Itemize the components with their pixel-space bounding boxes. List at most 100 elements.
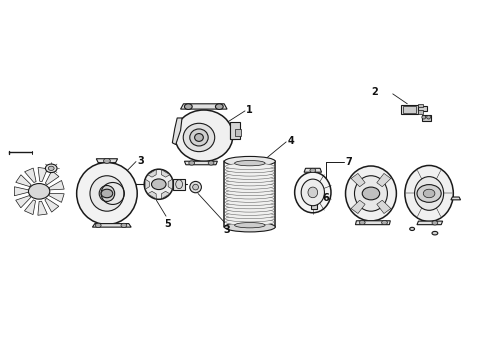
Ellipse shape: [345, 166, 396, 221]
Text: 1: 1: [246, 105, 253, 115]
Ellipse shape: [224, 157, 275, 166]
Ellipse shape: [422, 116, 426, 119]
Circle shape: [101, 189, 113, 198]
Polygon shape: [184, 161, 218, 165]
Polygon shape: [451, 197, 461, 200]
Text: 2: 2: [371, 87, 378, 98]
Polygon shape: [16, 195, 31, 208]
Circle shape: [46, 164, 57, 172]
Ellipse shape: [225, 196, 274, 202]
Circle shape: [310, 168, 316, 172]
Ellipse shape: [224, 222, 275, 232]
Ellipse shape: [427, 116, 431, 119]
Text: 3: 3: [137, 156, 144, 166]
Circle shape: [362, 187, 380, 200]
Ellipse shape: [99, 185, 115, 202]
Ellipse shape: [225, 183, 274, 189]
Bar: [311, 204, 317, 209]
Ellipse shape: [190, 129, 208, 146]
Ellipse shape: [354, 176, 388, 211]
Ellipse shape: [225, 209, 274, 215]
Ellipse shape: [183, 123, 215, 152]
Circle shape: [423, 189, 435, 198]
Ellipse shape: [225, 202, 274, 209]
Ellipse shape: [432, 231, 438, 235]
Ellipse shape: [225, 166, 274, 173]
Ellipse shape: [225, 216, 274, 222]
Polygon shape: [46, 171, 59, 185]
Circle shape: [96, 223, 101, 228]
Circle shape: [208, 161, 214, 165]
Polygon shape: [355, 221, 391, 225]
Ellipse shape: [193, 184, 198, 190]
Text: 4: 4: [287, 136, 294, 146]
Polygon shape: [24, 200, 36, 215]
Bar: [401, 104, 418, 114]
Ellipse shape: [405, 166, 453, 221]
Polygon shape: [24, 168, 36, 183]
Circle shape: [432, 221, 438, 225]
Ellipse shape: [225, 163, 274, 170]
Ellipse shape: [235, 161, 265, 166]
Ellipse shape: [225, 219, 274, 225]
Ellipse shape: [195, 134, 203, 141]
Ellipse shape: [175, 110, 233, 161]
Bar: [235, 129, 241, 136]
Ellipse shape: [225, 173, 274, 179]
Ellipse shape: [225, 176, 274, 183]
Circle shape: [103, 158, 110, 163]
Polygon shape: [38, 201, 47, 215]
Text: 6: 6: [322, 193, 329, 203]
Polygon shape: [172, 118, 182, 145]
Polygon shape: [145, 179, 149, 189]
Ellipse shape: [190, 181, 201, 193]
Ellipse shape: [225, 193, 274, 199]
Bar: [418, 110, 423, 114]
Ellipse shape: [235, 222, 265, 228]
Circle shape: [184, 104, 192, 109]
Bar: [173, 179, 185, 190]
Ellipse shape: [410, 227, 415, 230]
Text: 7: 7: [345, 157, 352, 167]
Polygon shape: [230, 123, 235, 139]
Circle shape: [121, 223, 127, 228]
Bar: [418, 104, 423, 107]
Polygon shape: [93, 224, 131, 227]
Circle shape: [28, 184, 50, 199]
Ellipse shape: [225, 189, 274, 196]
Ellipse shape: [415, 177, 443, 210]
Polygon shape: [168, 179, 172, 189]
Polygon shape: [351, 174, 365, 187]
Ellipse shape: [144, 169, 173, 199]
Polygon shape: [377, 174, 391, 187]
Ellipse shape: [225, 206, 274, 212]
Polygon shape: [14, 187, 28, 196]
Ellipse shape: [225, 199, 274, 206]
Circle shape: [417, 185, 441, 202]
Ellipse shape: [225, 180, 274, 186]
Polygon shape: [96, 159, 118, 163]
Polygon shape: [45, 198, 59, 212]
Polygon shape: [161, 170, 170, 177]
Polygon shape: [377, 200, 391, 213]
Circle shape: [49, 166, 54, 170]
Circle shape: [189, 161, 195, 165]
Polygon shape: [38, 167, 48, 181]
Ellipse shape: [225, 212, 274, 219]
Ellipse shape: [176, 180, 182, 189]
Polygon shape: [422, 115, 431, 121]
Polygon shape: [417, 221, 442, 225]
Polygon shape: [49, 193, 64, 202]
Polygon shape: [161, 192, 170, 199]
Polygon shape: [49, 180, 64, 190]
Polygon shape: [16, 175, 31, 186]
Circle shape: [359, 220, 365, 225]
Ellipse shape: [294, 172, 331, 213]
Polygon shape: [147, 192, 156, 199]
Ellipse shape: [225, 186, 274, 193]
Bar: [230, 122, 240, 139]
Polygon shape: [147, 170, 156, 177]
Text: 5: 5: [165, 219, 172, 229]
Ellipse shape: [301, 179, 324, 206]
Ellipse shape: [308, 187, 318, 198]
